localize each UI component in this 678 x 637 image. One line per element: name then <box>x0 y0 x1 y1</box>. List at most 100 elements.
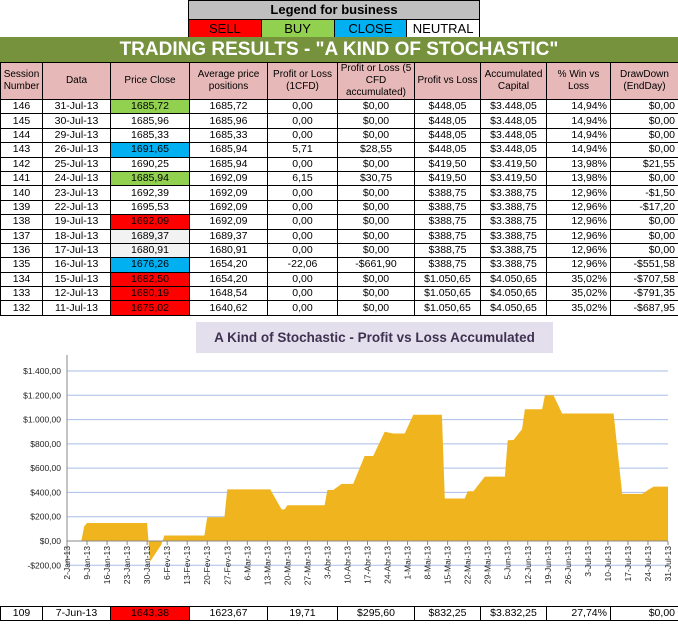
cell-session-number: 146 <box>0 98 43 115</box>
cell-profit-or-loss-5-cfd-accumulated: $0,00 <box>337 113 415 129</box>
legend: Legend for business SELL BUY CLOSE NEUTRAL <box>188 0 480 38</box>
x-tick-label: 24-Abr-13 <box>383 546 393 584</box>
cell-data: 22-Jul-13 <box>42 199 111 216</box>
legend-buy: BUY <box>261 20 335 37</box>
cell-price-close: 1692,09 <box>110 214 190 230</box>
cell-profit-or-loss-1cfd: 0,00 <box>267 300 338 316</box>
cell-data: 17-Jul-13 <box>42 242 111 259</box>
cell-profit-or-loss-5-cfd-accumulated: $0,00 <box>337 214 415 230</box>
cell-accumulated-capital: $3.388,75 <box>480 257 547 273</box>
cell-profit-or-loss-1cfd: -22,06 <box>267 257 338 273</box>
cell-price-close: 1643,38 <box>110 605 190 622</box>
column-header: Average price positions <box>189 62 268 100</box>
bottom-table: 109 7-Jun-13 1643,38 1623,67 19,71 $295,60 $83… <box>0 605 678 622</box>
cell-profit-vs-loss: $448,05 <box>414 127 481 144</box>
x-tick-label: 20-Mar-13 <box>282 546 292 585</box>
y-tick-label: $600,00 <box>30 463 61 473</box>
cell-data: 16-Jul-13 <box>42 257 111 273</box>
cell-drawdown-endday: $21,55 <box>610 156 678 172</box>
column-header: Price Close <box>110 62 190 100</box>
table-row: 139 22-Jul-13 1695,53 1692,09 0,00 $0,00 $388,… <box>0 199 678 216</box>
cell-average-price-positions: 1685,33 <box>189 127 268 144</box>
cell-accumulated-capital: $3.388,75 <box>480 214 547 230</box>
cell-data: 29-Jul-13 <box>42 127 111 144</box>
cell-profit-or-loss-1cfd: 0,00 <box>267 242 338 259</box>
cell-session-number: 145 <box>0 113 43 129</box>
cell-average-price-positions: 1685,96 <box>189 113 268 129</box>
cell--win-vs-loss: 27,74% <box>546 605 611 622</box>
cell-average-price-positions: 1680,91 <box>189 242 268 259</box>
x-tick-label: 22-Mai-13 <box>463 546 473 585</box>
table-row: 134 15-Jul-13 1682,50 1654,20 0,00 $0,00 $1.05… <box>0 271 678 288</box>
cell-profit-or-loss-5-cfd-accumulated: $0,00 <box>337 98 415 115</box>
cell-accumulated-capital: $3.388,75 <box>480 185 547 201</box>
cell-profit-or-loss-1cfd: 0,00 <box>267 199 338 216</box>
cell-session-number: 137 <box>0 228 43 244</box>
y-tick-label: $800,00 <box>30 439 61 449</box>
cell-accumulated-capital: $3.448,05 <box>480 98 547 115</box>
cell-profit-vs-loss: $832,25 <box>414 605 481 622</box>
table-row: 141 24-Jul-13 1685,94 1692,09 6,15 $30,75 $419… <box>0 170 678 187</box>
cell-data: 26-Jul-13 <box>42 142 111 158</box>
x-tick-label: 19-Jun-13 <box>543 546 553 585</box>
cell-profit-or-loss-1cfd: 0,00 <box>267 98 338 115</box>
cell-profit-vs-loss: $388,75 <box>414 228 481 244</box>
cell-drawdown-endday: -$551,58 <box>610 257 678 273</box>
cell-drawdown-endday: -$1,50 <box>610 185 678 201</box>
cell-data: 25-Jul-13 <box>42 156 111 172</box>
table-row: 135 16-Jul-13 1676,26 1654,20 -22,06 -$661,90… <box>0 257 678 273</box>
area-series <box>67 395 668 562</box>
cell-drawdown-endday: $0,00 <box>610 605 678 622</box>
cell-data: 24-Jul-13 <box>42 170 111 187</box>
cell-profit-vs-loss: $1.050,65 <box>414 286 481 302</box>
cell-session-number: 135 <box>0 257 43 273</box>
table-row: 146 31-Jul-13 1685,72 1685,72 0,00 $0,00 $448,… <box>0 98 678 115</box>
x-tick-label: 8-Mai-13 <box>423 546 433 580</box>
table-row: 109 7-Jun-13 1643,38 1623,67 19,71 $295,60 $83… <box>0 605 678 622</box>
cell-average-price-positions: 1685,94 <box>189 156 268 172</box>
cell-profit-vs-loss: $388,75 <box>414 214 481 230</box>
cell-average-price-positions: 1689,37 <box>189 228 268 244</box>
cell-profit-vs-loss: $1.050,65 <box>414 300 481 316</box>
cell-profit-or-loss-5-cfd-accumulated: $0,00 <box>337 185 415 201</box>
cell-drawdown-endday: $0,00 <box>610 113 678 129</box>
y-tick-label: -$200,00 <box>27 560 61 570</box>
cell-drawdown-endday: -$707,58 <box>610 271 678 288</box>
cell-session-number: 142 <box>0 156 43 172</box>
cell-profit-or-loss-5-cfd-accumulated: $0,00 <box>337 199 415 216</box>
cell-price-close: 1692,39 <box>110 185 190 201</box>
cell-session-number: 133 <box>0 286 43 302</box>
cell-accumulated-capital: $3.388,75 <box>480 228 547 244</box>
cell-profit-or-loss-1cfd: 0,00 <box>267 286 338 302</box>
x-tick-label: 16-Jan-13 <box>102 546 112 585</box>
cell-profit-or-loss-5-cfd-accumulated: $295,60 <box>337 605 415 622</box>
x-tick-label: 3-Abr-13 <box>322 546 332 579</box>
legend-sell: SELL <box>189 20 262 37</box>
x-tick-label: 13-Fev-13 <box>182 546 192 585</box>
cell-profit-vs-loss: $388,75 <box>414 257 481 273</box>
legend-items: SELL BUY CLOSE NEUTRAL <box>189 20 479 37</box>
cell-data: 7-Jun-13 <box>42 605 111 622</box>
cell-price-close: 1685,33 <box>110 127 190 144</box>
cell--win-vs-loss: 35,02% <box>546 300 611 316</box>
x-tick-label: 6-Mar-13 <box>242 546 252 581</box>
cell-profit-or-loss-1cfd: 5,71 <box>267 142 338 158</box>
cell-session-number: 140 <box>0 185 43 201</box>
cell-profit-or-loss-5-cfd-accumulated: $0,00 <box>337 228 415 244</box>
cell-price-close: 1691,65 <box>110 142 190 158</box>
x-tick-label: 1-Mai-13 <box>403 546 413 580</box>
cell-price-close: 1675,02 <box>110 300 190 316</box>
cell-average-price-positions: 1623,67 <box>189 605 268 622</box>
cell-accumulated-capital: $4.050,65 <box>480 300 547 316</box>
table-row: 145 30-Jul-13 1685,96 1685,96 0,00 $0,00 $448,… <box>0 113 678 129</box>
cell--win-vs-loss: 14,94% <box>546 113 611 129</box>
cell-drawdown-endday: -$687,95 <box>610 300 678 316</box>
cell-data: 12-Jul-13 <box>42 286 111 302</box>
column-header: Profit or Loss (5 CFD accumulated) <box>337 62 415 100</box>
cell-accumulated-capital: $4.050,65 <box>480 271 547 288</box>
cell-drawdown-endday: $0,00 <box>610 228 678 244</box>
cell-profit-vs-loss: $388,75 <box>414 185 481 201</box>
x-tick-label: 5-Jun-13 <box>503 546 513 580</box>
cell-profit-or-loss-5-cfd-accumulated: $0,00 <box>337 300 415 316</box>
cell-profit-vs-loss: $448,05 <box>414 98 481 115</box>
